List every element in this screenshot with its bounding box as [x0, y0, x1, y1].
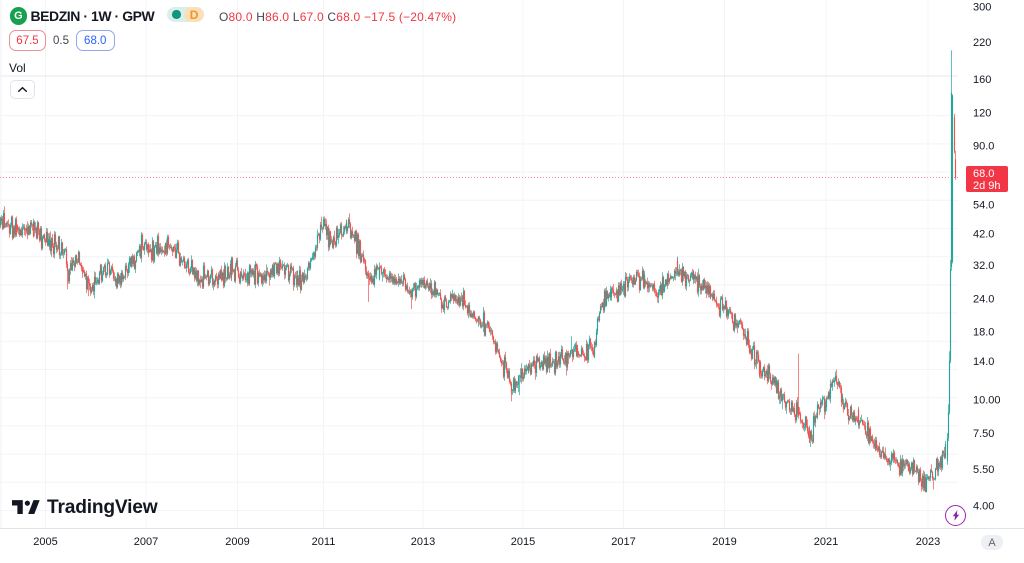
svg-text:7.50: 7.50: [973, 428, 994, 440]
svg-text:220: 220: [973, 37, 991, 49]
svg-text:68.0: 68.0: [973, 168, 994, 180]
svg-text:32.0: 32.0: [973, 260, 994, 272]
svg-text:2009: 2009: [225, 536, 249, 548]
svg-text:42.0: 42.0: [973, 229, 994, 241]
svg-text:160: 160: [973, 74, 991, 86]
svg-text:2021: 2021: [814, 536, 838, 548]
svg-text:10.00: 10.00: [973, 395, 1001, 407]
svg-text:24.0: 24.0: [973, 293, 994, 305]
svg-text:300: 300: [973, 1, 991, 13]
svg-text:14.0: 14.0: [973, 356, 994, 368]
svg-text:5.50: 5.50: [973, 464, 994, 476]
svg-text:2011: 2011: [312, 536, 336, 548]
svg-text:2019: 2019: [712, 536, 736, 548]
svg-text:2017: 2017: [611, 536, 635, 548]
svg-text:54.0: 54.0: [973, 200, 994, 212]
svg-text:2023: 2023: [916, 536, 940, 548]
svg-text:2d 9h: 2d 9h: [973, 180, 1001, 192]
svg-text:2013: 2013: [411, 536, 435, 548]
svg-text:2015: 2015: [511, 536, 535, 548]
svg-text:90.0: 90.0: [973, 141, 994, 153]
svg-text:4.00: 4.00: [973, 501, 994, 513]
svg-text:2007: 2007: [134, 536, 158, 548]
svg-text:18.0: 18.0: [973, 327, 994, 339]
svg-text:120: 120: [973, 107, 991, 119]
svg-text:2005: 2005: [33, 536, 57, 548]
